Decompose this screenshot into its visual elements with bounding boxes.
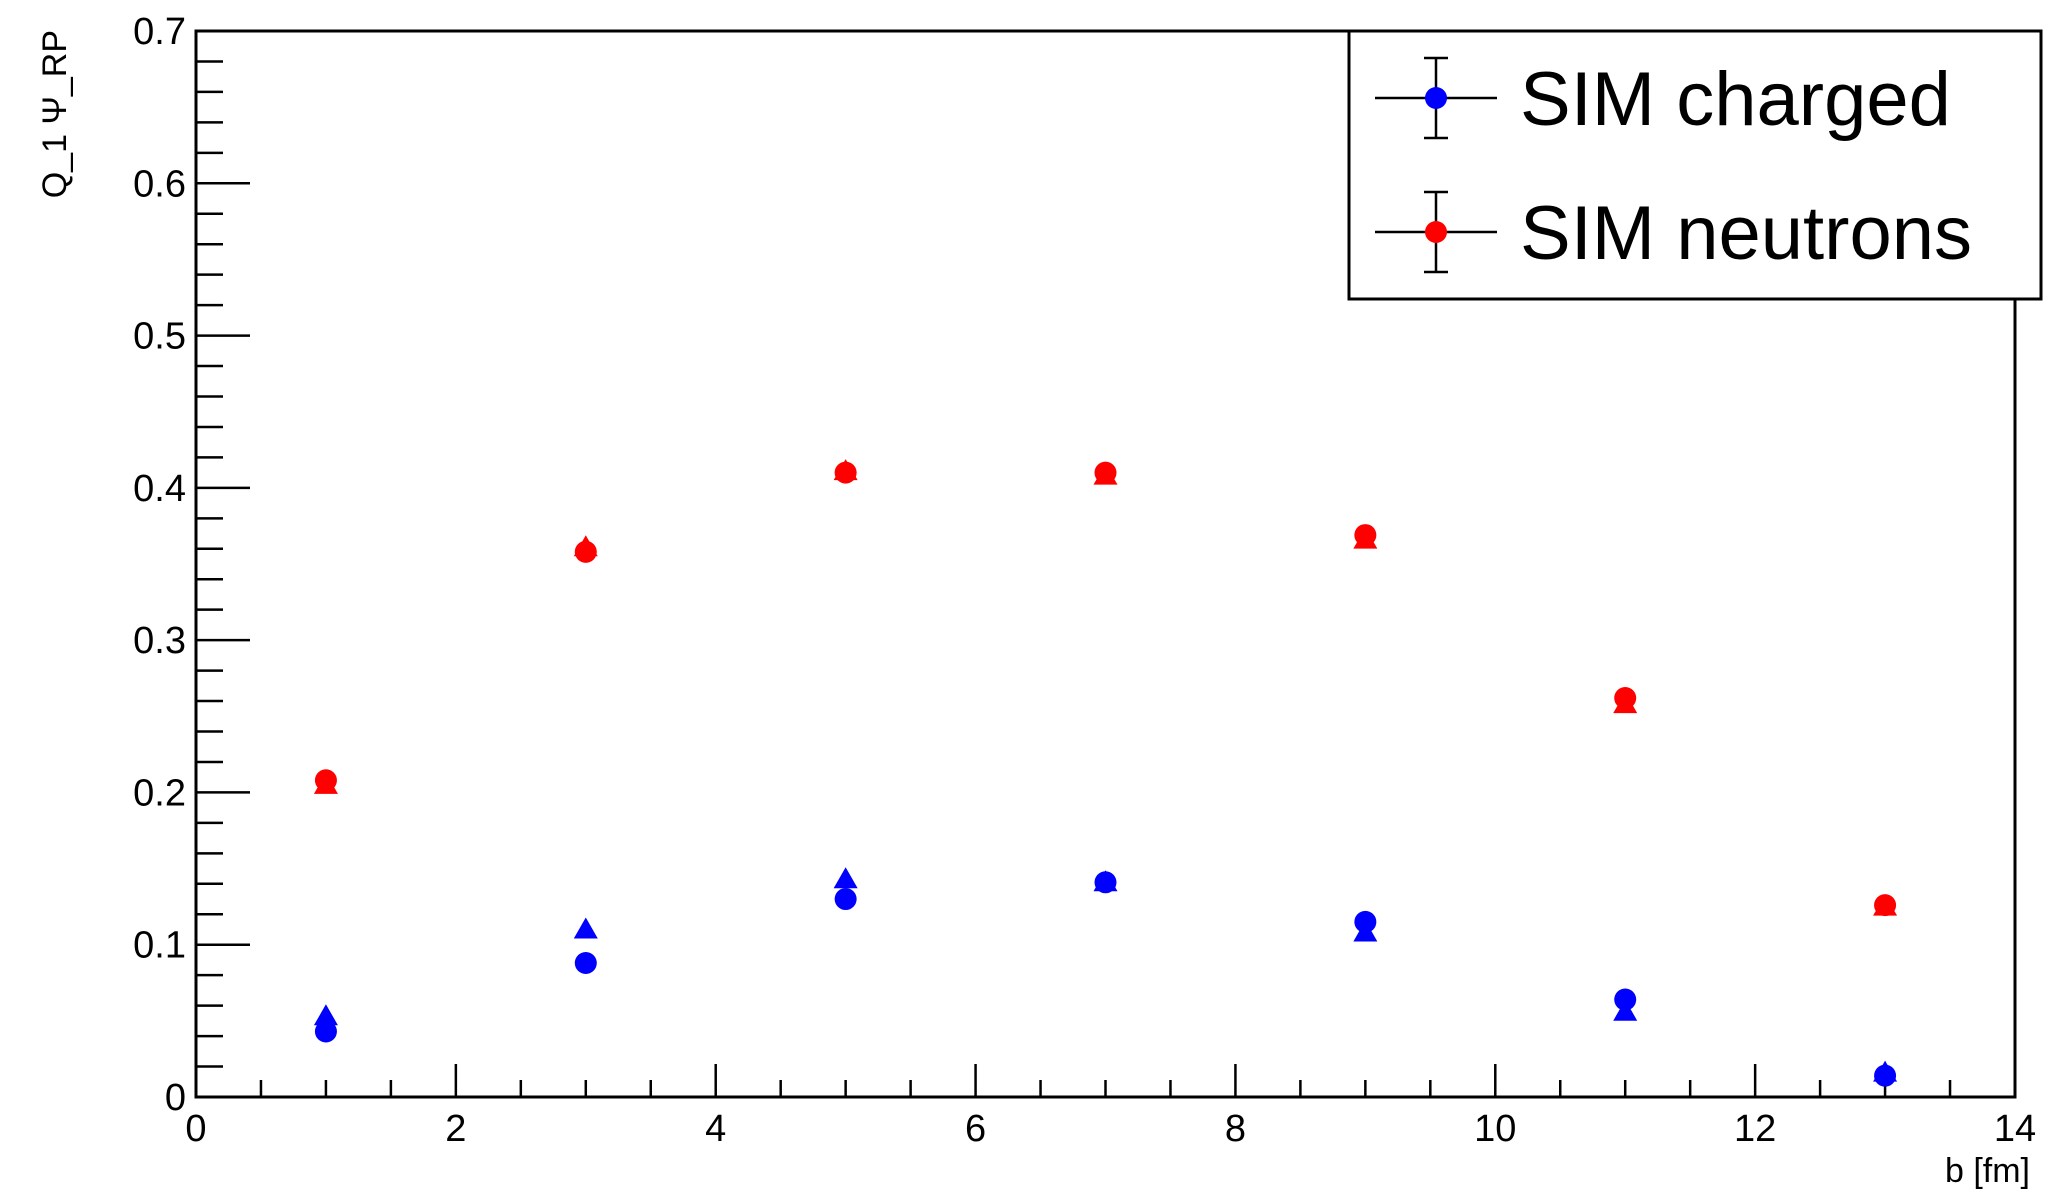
x-tick-label: 8	[1225, 1108, 1246, 1150]
x-tick-label: 14	[1994, 1108, 2036, 1150]
circle-point	[834, 888, 857, 911]
x-tick-label: 4	[705, 1108, 726, 1150]
legend-entries: SIM charged SIM neutrons	[1375, 56, 1972, 276]
x-tick-label: 6	[965, 1108, 986, 1150]
x-tick-label: 0	[185, 1108, 206, 1150]
legend-marker	[1425, 221, 1447, 243]
x-tick-label: 12	[1734, 1108, 1776, 1150]
circle-point	[1614, 687, 1637, 710]
legend-box	[1347, 29, 2043, 301]
axis-tick-labels: 0 2 4 6 8 10 12 14 0 0.1 0.2 0.3 0.4 0.5 0.6 0.7	[133, 11, 2036, 1150]
y-axis-title: Q_1 Ψ_RP	[36, 30, 74, 198]
circle-point	[574, 540, 597, 563]
y-tick-label: 0.4	[133, 468, 186, 510]
triangle-point	[313, 1004, 338, 1026]
y-tick-label: 0.6	[133, 163, 186, 205]
circle-point	[1354, 524, 1377, 547]
circle-point	[1874, 894, 1897, 917]
triangle-point	[573, 917, 598, 939]
triangle-point	[833, 867, 858, 889]
circle-point	[574, 951, 597, 974]
legend-marker	[1425, 87, 1447, 109]
circle-point	[1094, 871, 1117, 894]
legend-label: SIM neutrons	[1520, 191, 1972, 276]
circle-point	[834, 461, 857, 484]
x-axis-title: b [fm]	[1945, 1152, 2030, 1190]
axis-ticks	[194, 29, 2017, 1099]
y-tick-label: 0.1	[133, 925, 186, 967]
x-tick-label: 10	[1474, 1108, 1516, 1150]
circle-point	[314, 1020, 337, 1043]
circle-point	[1354, 910, 1377, 933]
y-tick-label: 0	[165, 1077, 186, 1119]
circle-point	[314, 769, 337, 792]
legend: SIM charged SIM neutrons	[1347, 29, 2043, 301]
data-points	[313, 459, 1898, 1087]
legend-label: SIM charged	[1520, 57, 1951, 142]
circle-point	[1874, 1064, 1897, 1087]
y-tick-label: 0.3	[133, 620, 186, 662]
y-tick-label: 0.5	[133, 316, 186, 358]
circle-point	[1614, 988, 1637, 1011]
x-tick-label: 2	[445, 1108, 466, 1150]
circle-point	[1094, 461, 1117, 484]
y-tick-label: 0.7	[133, 11, 186, 53]
y-tick-label: 0.2	[133, 772, 186, 814]
